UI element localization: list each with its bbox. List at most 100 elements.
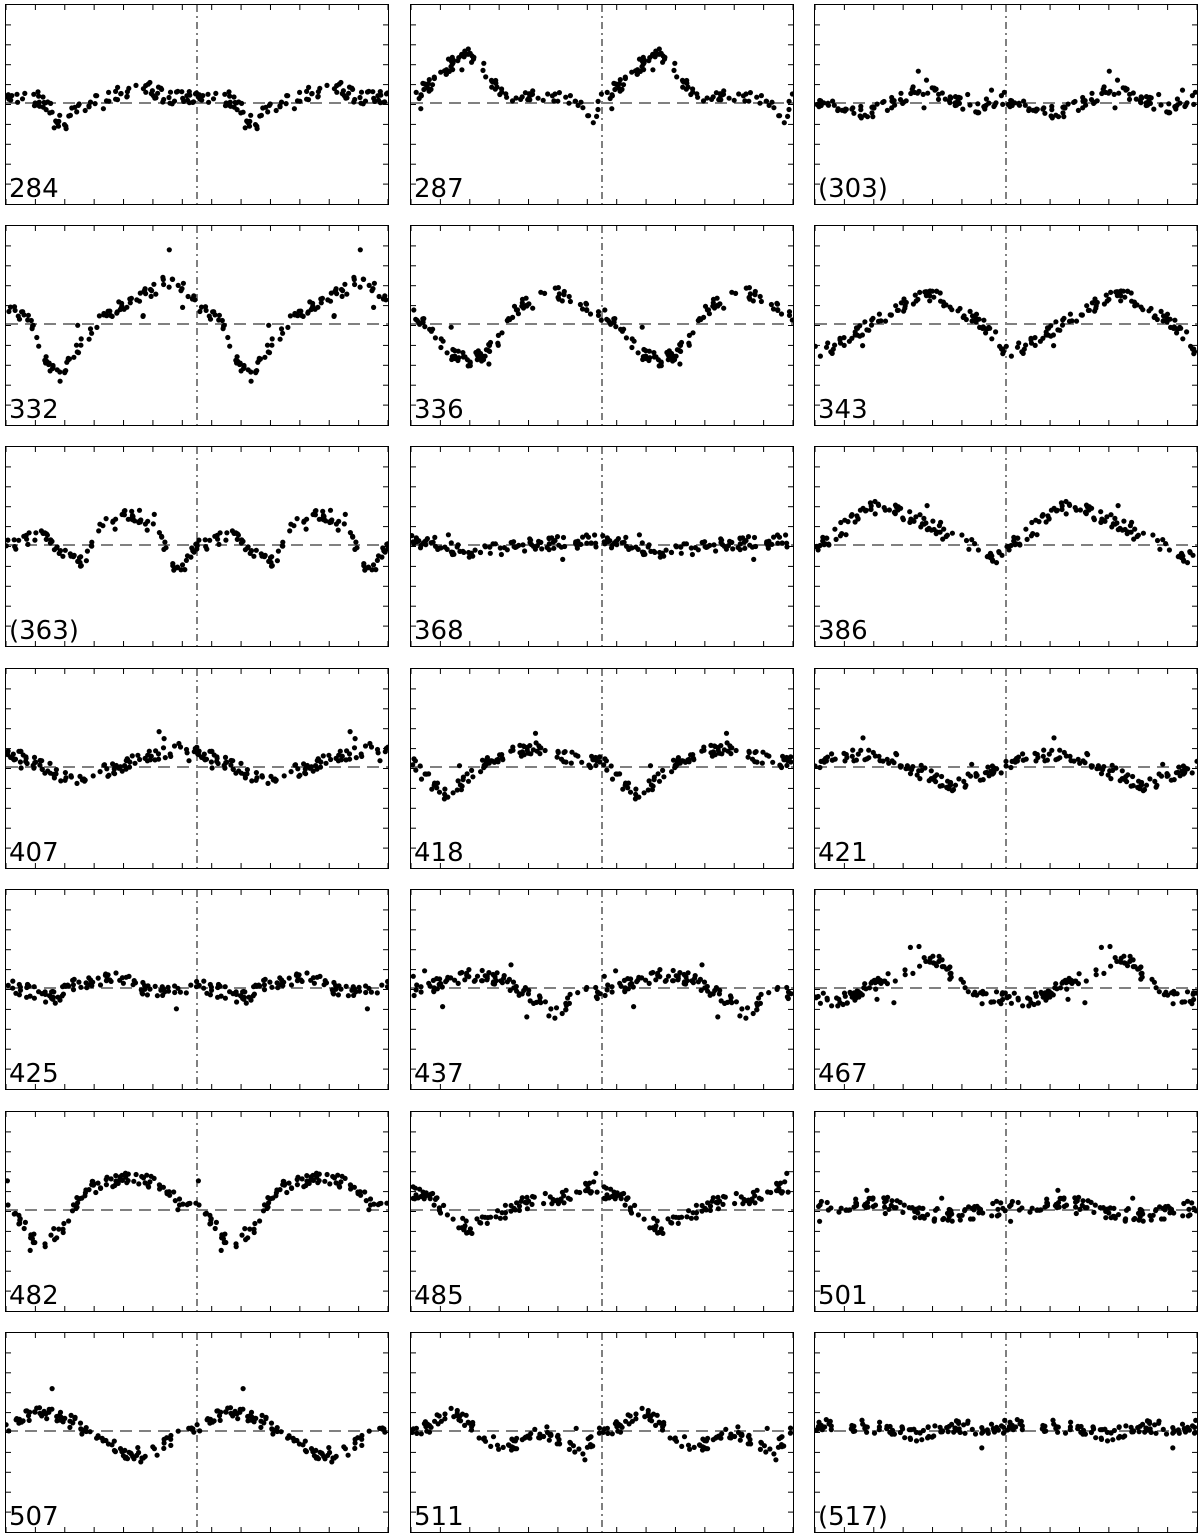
data-point [434,1412,440,1418]
data-point [103,98,110,104]
data-point [957,1217,963,1223]
data-point [1037,338,1043,344]
data-point [245,1235,251,1241]
data-point [287,528,293,534]
data-point [1192,89,1197,95]
data-point [583,1180,589,1186]
data-point [619,540,625,546]
data-point [829,350,835,356]
data-point [664,349,670,356]
data-point [1122,1218,1128,1224]
data-point [925,1435,931,1441]
data-point [151,281,157,287]
data-point [287,313,293,319]
data-point [862,1425,868,1431]
data-point [781,120,787,126]
data-point [726,95,732,101]
data-point [311,1453,317,1459]
data-point [235,1416,241,1422]
data-point [1005,543,1011,549]
data-point [496,1446,502,1452]
data-point [308,1446,315,1452]
data-point [64,359,70,365]
data-point [154,1452,160,1458]
data-point [36,989,42,995]
data-point [882,1199,888,1205]
data-point [704,983,710,990]
data-point [161,736,167,742]
data-point [720,1201,726,1207]
data-point [1034,532,1040,538]
data-point [1135,532,1141,538]
data-point [962,1430,968,1436]
data-point [927,288,933,294]
data-point [660,1230,666,1236]
data-point [326,752,332,758]
data-point [940,299,946,305]
data-point [535,95,541,101]
data-point [333,286,339,292]
data-point [913,1206,919,1212]
data-point [422,968,428,974]
data-point [686,340,692,346]
data-point [145,518,151,524]
data-point [1138,976,1144,982]
data-point [438,344,444,351]
data-point [86,103,92,109]
data-point [1007,1203,1013,1209]
data-point [383,91,388,97]
data-point [428,86,434,92]
data-point [17,759,23,765]
data-point [462,354,468,360]
data-point [42,1241,48,1247]
data-point [456,763,463,769]
data-point [713,548,719,554]
data-point [650,1225,656,1231]
data-point [1156,91,1162,98]
data-point [1023,526,1029,532]
data-point [352,96,358,103]
data-point [152,757,158,763]
data-point [549,93,555,99]
light-curve-plot [411,447,793,646]
data-point [413,767,419,773]
data-point [764,540,770,547]
data-point [232,99,238,106]
data-point [900,515,906,521]
light-curve-panel: 287 [410,4,794,205]
data-point [1059,506,1065,513]
data-point [463,1218,469,1224]
data-point [305,97,312,103]
data-point [653,977,659,983]
data-point [862,319,868,325]
data-point [219,1232,225,1238]
panel-label: 418 [414,838,464,868]
data-point [537,1431,543,1437]
data-point [11,304,18,310]
data-point [288,982,295,988]
data-point [35,89,41,95]
data-point [457,970,463,976]
data-point [683,86,689,92]
data-point [770,759,776,765]
data-point [366,282,372,288]
data-point [1111,1427,1117,1434]
data-point [1184,989,1191,995]
data-point [309,91,315,97]
data-point [434,1195,440,1201]
data-point [715,1206,721,1212]
data-point [6,543,9,549]
light-curve-panel: 284 [5,4,389,205]
data-point [186,758,192,764]
data-point [629,344,635,351]
data-point [725,748,731,754]
data-point [1124,779,1130,785]
data-point [678,550,684,556]
data-point [267,555,274,561]
data-point [912,1215,918,1221]
data-point [384,1200,388,1206]
data-point [1006,993,1012,1000]
data-point [868,506,874,513]
data-point [104,766,110,772]
data-point [882,1210,888,1217]
